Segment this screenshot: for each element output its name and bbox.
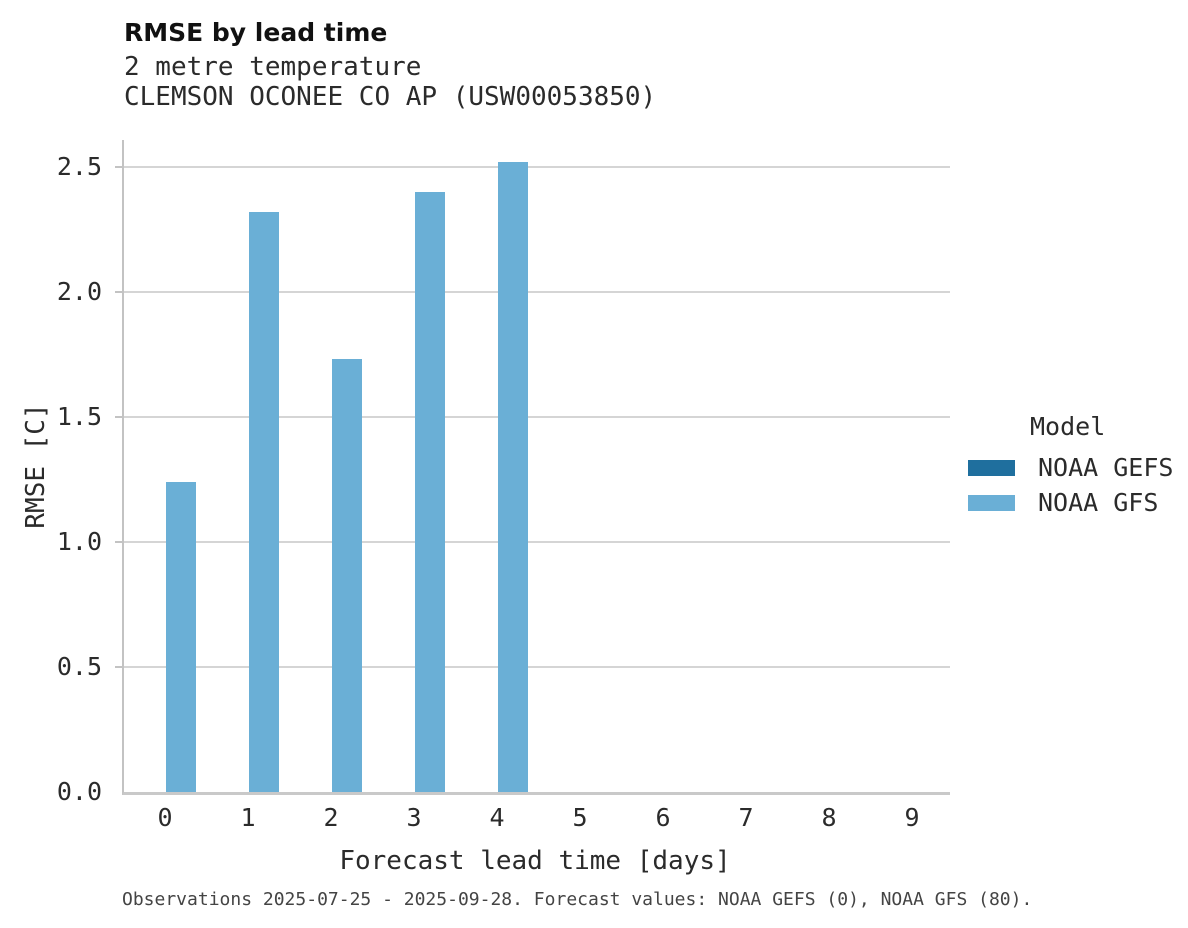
y-tick-label: 0.5 — [56, 652, 102, 681]
page-title: RMSE by lead time — [124, 18, 388, 47]
legend-title: Model — [1030, 412, 1106, 441]
bar-noaa-gfs-day3 — [415, 192, 445, 792]
plot-area: 0.0 0.5 1.0 1.5 2.0 2.5 0 1 2 3 4 5 6 7 8 9 — [57, 140, 950, 831]
y-tick-label: 2.5 — [56, 152, 102, 181]
gridline — [124, 166, 950, 168]
y-tick-label: 0.0 — [56, 777, 102, 806]
chart-subtitle-variable: 2 metre temperature — [124, 52, 422, 82]
legend-swatch-gefs — [968, 459, 1015, 476]
x-tick-label: 7 — [738, 803, 754, 832]
bar-noaa-gfs-day1 — [249, 212, 279, 792]
legend-label-gefs: NOAA GEFS — [1038, 453, 1174, 482]
x-tick-label: 8 — [821, 803, 837, 832]
gridline — [124, 291, 950, 293]
y-tick-mark — [115, 166, 124, 168]
x-tick-label: 3 — [406, 803, 422, 832]
footer-note: Observations 2025-07-25 - 2025-09-28. Fo… — [122, 889, 1033, 910]
y-tick-label: 2.0 — [56, 277, 102, 306]
x-tick-label: 9 — [904, 803, 920, 832]
gridline — [124, 416, 950, 418]
x-tick-label: 2 — [323, 803, 339, 832]
legend-label-gfs: NOAA GFS — [1038, 488, 1159, 517]
y-tick-label: 1.0 — [56, 527, 102, 556]
chart-subtitle-station: CLEMSON OCONEE CO AP (USW00053850) — [124, 82, 657, 112]
bar-noaa-gfs-day2 — [332, 359, 362, 792]
gridline — [124, 541, 950, 543]
y-tick-mark — [115, 416, 124, 418]
legend-swatch-gfs — [968, 494, 1015, 511]
x-tick-label: 0 — [157, 803, 173, 832]
x-axis-label: Forecast lead time [days] — [339, 846, 731, 876]
x-tick-label: 5 — [572, 803, 588, 832]
bar-noaa-gfs-day4 — [498, 162, 528, 792]
legend: Model NOAA GEFS NOAA GFS — [968, 414, 1186, 520]
gridline — [124, 666, 950, 668]
x-tick-label: 6 — [655, 803, 671, 832]
y-tick-mark — [115, 666, 124, 668]
x-tick-label: 1 — [240, 803, 256, 832]
legend-item-gefs: NOAA GEFS — [968, 450, 1186, 485]
x-tick-label: 4 — [489, 803, 505, 832]
y-tick-mark — [115, 291, 124, 293]
legend-item-gfs: NOAA GFS — [968, 485, 1186, 520]
y-tick-mark — [115, 541, 124, 543]
bar-noaa-gfs-day0 — [166, 482, 196, 792]
y-tick-label: 1.5 — [56, 402, 102, 431]
